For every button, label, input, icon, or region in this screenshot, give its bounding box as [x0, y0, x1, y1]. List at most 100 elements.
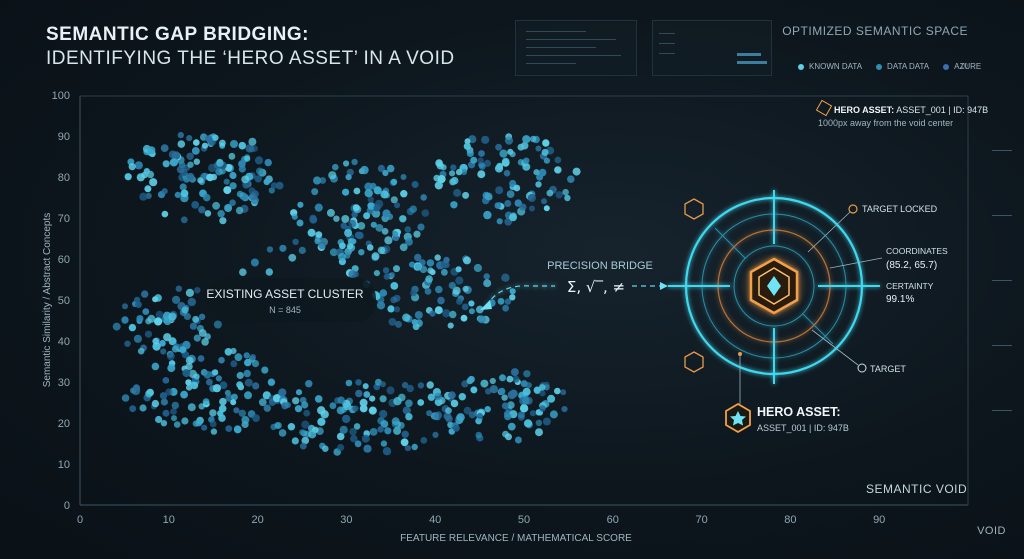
data-point [319, 177, 327, 184]
data-point [349, 427, 357, 436]
legend-item-azure: AZURE [943, 62, 981, 71]
data-point [287, 423, 296, 431]
data-point [458, 393, 466, 401]
data-point [160, 420, 168, 427]
data-point [187, 161, 194, 168]
data-point [388, 318, 397, 326]
data-point [241, 416, 250, 424]
data-point [489, 385, 498, 394]
data-point [393, 306, 401, 313]
data-point [171, 345, 179, 353]
data-point [195, 419, 203, 427]
data-point [445, 407, 452, 414]
data-point [217, 210, 225, 218]
data-point [527, 193, 537, 203]
data-point [238, 409, 246, 417]
data-point [501, 394, 508, 401]
data-point [517, 143, 525, 151]
data-point [279, 244, 287, 252]
data-point [305, 380, 313, 388]
data-point [344, 229, 353, 237]
data-point [339, 242, 346, 250]
data-point [561, 406, 568, 413]
data-point [236, 371, 244, 380]
data-point [152, 296, 159, 303]
data-point [144, 185, 152, 193]
data-point [496, 163, 503, 171]
x-tick-label: 10 [163, 514, 175, 526]
data-point [468, 411, 476, 419]
data-point [345, 379, 353, 387]
data-point [379, 381, 386, 388]
data-point [342, 414, 351, 424]
bridge-label: PRECISION BRIDGE [547, 260, 653, 272]
data-point [448, 391, 456, 400]
data-point [368, 406, 377, 415]
data-point [402, 406, 411, 415]
data-point [447, 421, 454, 429]
x-tick-label: 30 [340, 514, 352, 526]
data-point [456, 413, 465, 422]
legend-item-data: DATA DATA [876, 62, 929, 71]
data-point [386, 386, 395, 395]
hero-info-box: HERO ASSET: ASSET_001 | ID: 947B 1000px … [815, 99, 988, 130]
data-point [434, 254, 441, 261]
coordinates-leader [829, 257, 883, 269]
legend-label: KNOWN DATA [809, 62, 863, 71]
data-point [139, 404, 147, 412]
hero-badge-label: HERO ASSET: [757, 405, 841, 419]
data-point [383, 273, 390, 280]
data-point [449, 170, 456, 177]
data-point [554, 387, 561, 395]
data-point [390, 178, 398, 186]
data-point [519, 203, 527, 211]
data-point [192, 315, 200, 323]
data-point [263, 178, 271, 186]
data-point [301, 401, 309, 409]
data-point [495, 186, 504, 195]
data-point [219, 167, 226, 175]
data-point [392, 231, 399, 237]
data-point [266, 246, 274, 253]
data-point [405, 238, 413, 246]
data-point [311, 188, 319, 196]
data-point [205, 135, 213, 143]
data-point [512, 375, 520, 383]
data-point [218, 414, 226, 422]
data-point [162, 160, 170, 168]
data-point [185, 379, 192, 386]
data-point [211, 369, 219, 376]
data-point [230, 399, 237, 406]
target-leader [811, 329, 859, 366]
data-point [429, 310, 436, 317]
data-point [229, 199, 236, 206]
data-point [450, 176, 459, 185]
data-point [460, 314, 468, 322]
data-point [186, 172, 195, 181]
data-point [484, 406, 491, 413]
data-point [367, 202, 376, 210]
data-point [507, 422, 516, 431]
data-point [193, 139, 200, 146]
data-point [229, 171, 237, 180]
data-point [535, 181, 542, 188]
data-point [535, 419, 543, 426]
data-point [360, 165, 369, 175]
data-point [475, 431, 483, 439]
data-point [258, 398, 267, 407]
target-label: TARGET [870, 364, 906, 374]
data-point [455, 266, 462, 273]
data-point [342, 188, 350, 196]
data-point [468, 308, 475, 315]
data-point [513, 184, 521, 192]
data-point [224, 348, 233, 356]
data-point [121, 316, 129, 324]
data-point [343, 160, 350, 167]
data-point [477, 315, 486, 324]
deco-tick [992, 215, 1012, 216]
data-point [390, 282, 399, 290]
data-point [303, 409, 311, 417]
data-point [172, 295, 181, 304]
data-point [212, 134, 219, 141]
data-point [147, 314, 156, 323]
